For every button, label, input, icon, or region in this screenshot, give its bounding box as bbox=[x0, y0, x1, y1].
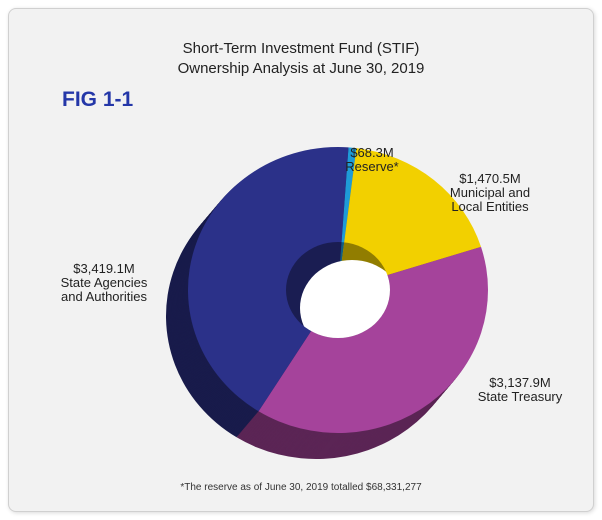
slice bbox=[338, 148, 482, 290]
slice-label: $3,137.9M State Treasury bbox=[460, 376, 580, 404]
slice-label: $1,470.5M Municipal and Local Entities bbox=[430, 172, 550, 214]
category-label: State Agencies and Authorities bbox=[60, 275, 148, 304]
value-label: $68.3M bbox=[350, 145, 394, 160]
category-label: Reserve* bbox=[345, 159, 399, 174]
value-label: $1,470.5M bbox=[459, 171, 521, 186]
footnote: *The reserve as of June 30, 2019 totalle… bbox=[180, 482, 422, 493]
value-label: $3,137.9M bbox=[489, 375, 551, 390]
category-label: Municipal and Local Entities bbox=[449, 185, 531, 214]
slice-inner bbox=[338, 242, 357, 290]
slice-label: $68.3M Reserve* bbox=[312, 146, 432, 174]
chart-subtitle: Ownership Analysis at June 30, 2019 bbox=[177, 60, 425, 77]
chart-title: Short-Term Investment Fund (STIF) bbox=[182, 40, 420, 57]
category-label: State Treasury bbox=[477, 389, 563, 404]
slice bbox=[187, 146, 349, 412]
value-label: $3,419.1M bbox=[73, 261, 135, 276]
slice bbox=[258, 246, 488, 433]
figure-label: FIG 1-1 bbox=[62, 88, 134, 111]
slice-label: $3,419.1M State Agencies and Authorities bbox=[44, 262, 164, 304]
